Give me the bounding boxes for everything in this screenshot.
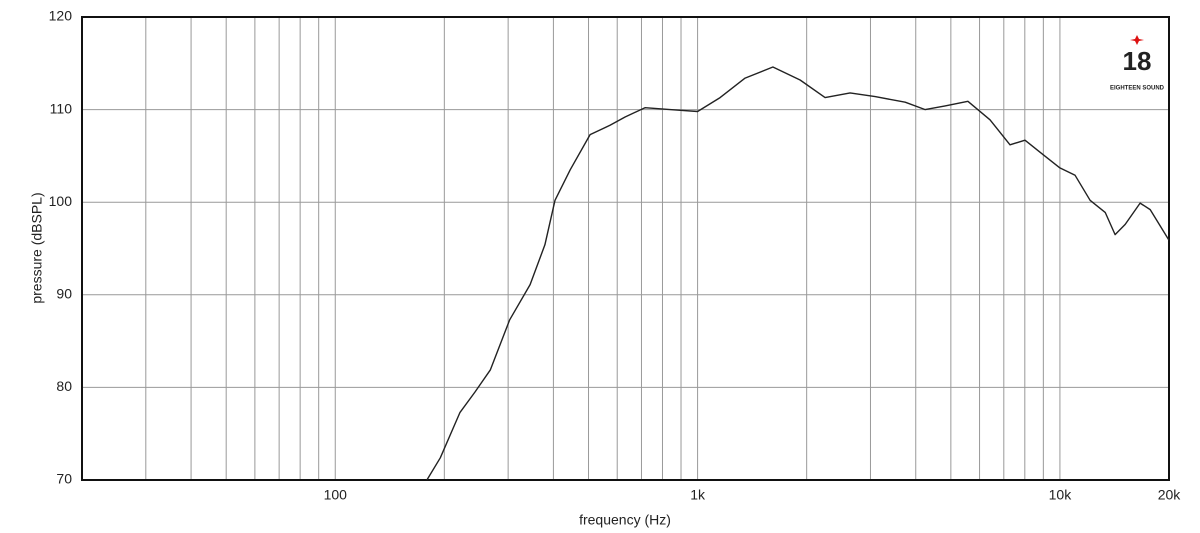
logo-star bbox=[1130, 35, 1144, 45]
y-tick-label: 100 bbox=[49, 193, 73, 209]
x-tick-label: 20k bbox=[1158, 487, 1182, 503]
y-tick-label: 120 bbox=[49, 8, 73, 24]
x-axis-label: frequency (Hz) bbox=[579, 512, 671, 528]
x-tick-label: 1k bbox=[690, 487, 706, 503]
logo-text: EIGHTEEN SOUND bbox=[1110, 86, 1165, 92]
y-tick-label: 110 bbox=[50, 100, 73, 116]
x-tick-label: 100 bbox=[324, 487, 348, 503]
y-tick-label: 90 bbox=[56, 286, 72, 302]
y-tick-label: 80 bbox=[56, 378, 72, 394]
response-line bbox=[426, 66, 1170, 481]
plot-frame bbox=[81, 16, 1170, 481]
logo-number: 18 bbox=[1123, 46, 1152, 76]
x-tick-label: 10k bbox=[1049, 487, 1073, 503]
logo: 18 EIGHTEEN SOUND bbox=[1110, 35, 1165, 92]
y-axis-label: pressure (dBSPL) bbox=[29, 192, 45, 303]
y-tick-label: 70 bbox=[56, 471, 72, 487]
